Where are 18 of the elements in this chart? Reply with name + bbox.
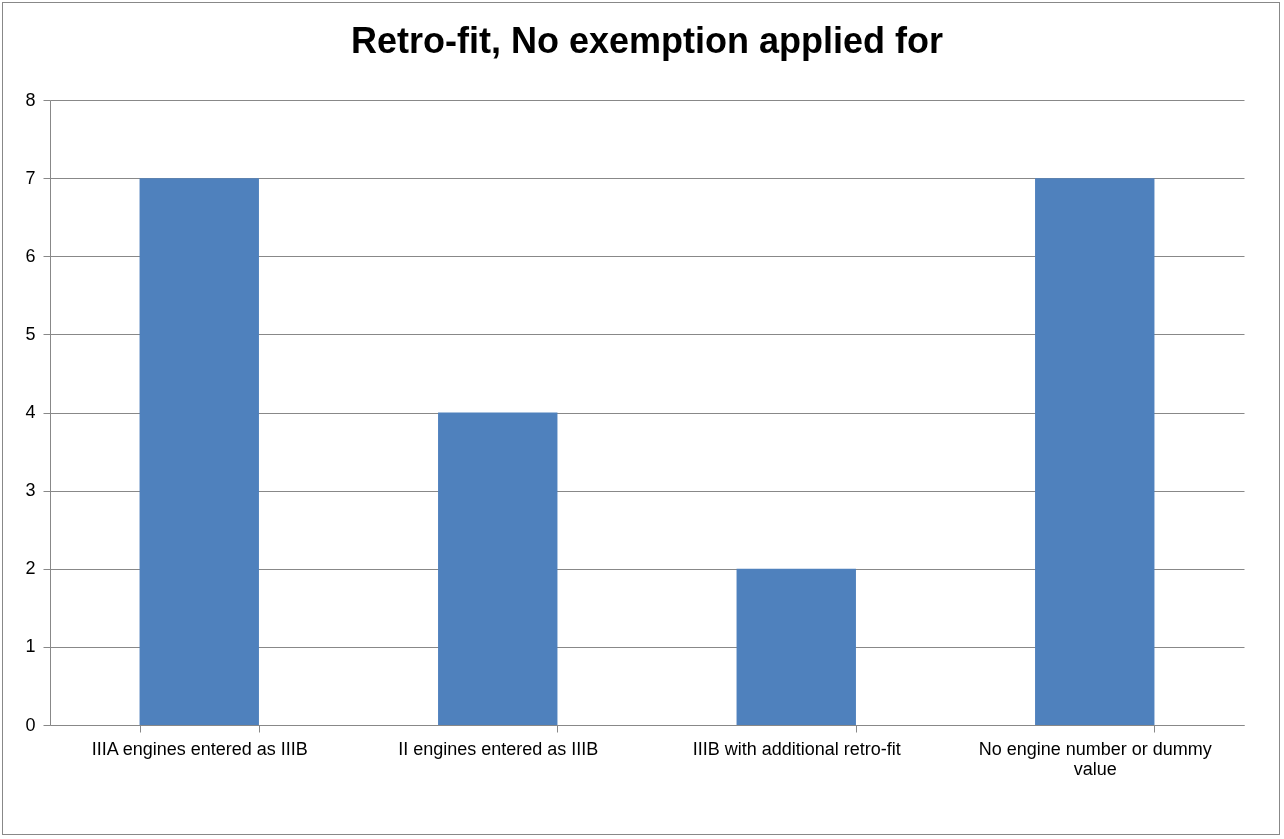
bar (438, 412, 558, 725)
y-tick-label: 3 (25, 480, 36, 501)
x-tick-label: IIIA engines entered as IIIB (91, 738, 308, 759)
y-tick-label: 8 (25, 89, 36, 110)
y-tick-label: 1 (25, 636, 36, 657)
x-tick-label: II engines entered as IIIB (398, 738, 599, 759)
y-tick-label: 4 (25, 402, 36, 422)
bar (736, 568, 856, 725)
y-tick-label: 2 (25, 558, 36, 579)
y-tick-label: 0 (25, 714, 36, 735)
y-tick-label: 7 (25, 167, 36, 188)
y-tick-label: 6 (25, 245, 36, 266)
x-tick-label: IIIB with additional retro-fit (692, 738, 901, 759)
bar (139, 178, 259, 725)
chart-title: Retro-fit, No exemption applied for (350, 20, 944, 61)
y-tick-label: 5 (25, 323, 36, 344)
bar (1035, 178, 1155, 725)
x-tick-label: No engine number or dummy value (978, 738, 1212, 779)
